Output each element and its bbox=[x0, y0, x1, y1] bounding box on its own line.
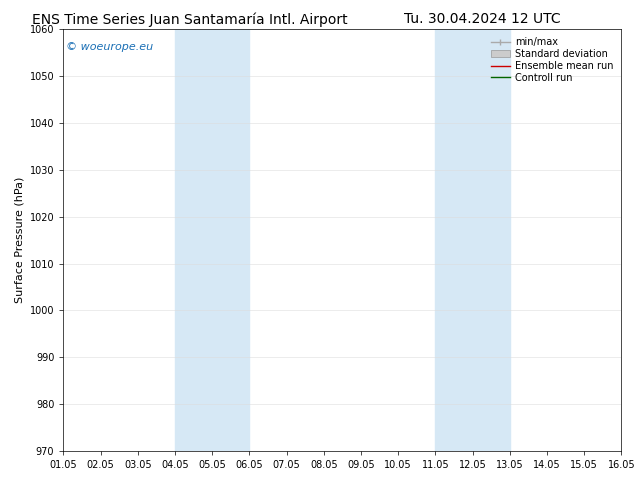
Bar bbox=[436, 29, 510, 451]
Legend: min/max, Standard deviation, Ensemble mean run, Controll run: min/max, Standard deviation, Ensemble me… bbox=[488, 34, 616, 86]
Title: ENS Time Series Juan Santamaría Intl. Airport    Tu. 30.04.2024 12 UTC: ENS Time Series Juan Santamaría Intl. Ai… bbox=[0, 489, 1, 490]
Bar bbox=[175, 29, 249, 451]
Text: ENS Time Series Juan Santamaría Intl. Airport: ENS Time Series Juan Santamaría Intl. Ai… bbox=[32, 12, 348, 27]
Text: © woeurope.eu: © woeurope.eu bbox=[66, 42, 153, 52]
Text: Tu. 30.04.2024 12 UTC: Tu. 30.04.2024 12 UTC bbox=[403, 12, 560, 26]
Y-axis label: Surface Pressure (hPa): Surface Pressure (hPa) bbox=[14, 177, 24, 303]
